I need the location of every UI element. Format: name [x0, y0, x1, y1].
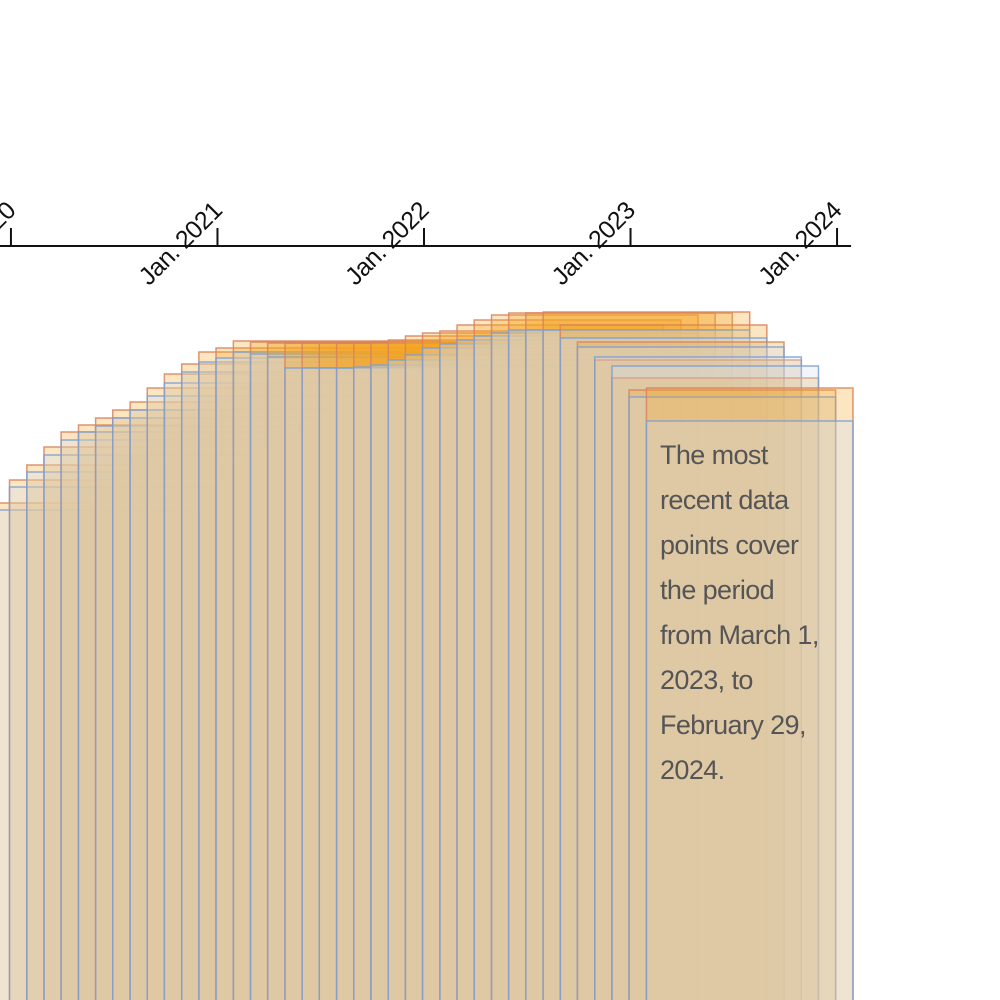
annotation-line: from March 1, — [660, 620, 819, 650]
period-bar — [628, 389, 837, 1000]
period-bar — [628, 396, 837, 1000]
x-tick-label: Jan. 2022 — [340, 196, 434, 290]
period-bar — [645, 387, 854, 1000]
annotation: The most recent data points cover the perio… — [660, 440, 819, 785]
x-tick-label: Jan. 2023 — [546, 196, 640, 290]
annotation-line: the period — [660, 575, 774, 605]
x-tick-label: Jan. 2024 — [753, 196, 848, 291]
period-bar — [0, 502, 200, 1000]
x-tick-label: Jan. 2021 — [133, 196, 227, 290]
annotation-line: The most — [660, 440, 769, 470]
periods — [0, 311, 854, 1000]
annotation-line: recent data — [660, 485, 790, 515]
period-bar — [0, 509, 200, 1000]
annotation-line: 2023, to — [660, 665, 753, 695]
annotation-line: February 29, — [660, 710, 806, 740]
annotation-line: points cover — [660, 530, 799, 560]
annotation-line: 2024. — [660, 755, 725, 785]
period-bar — [645, 420, 854, 1000]
